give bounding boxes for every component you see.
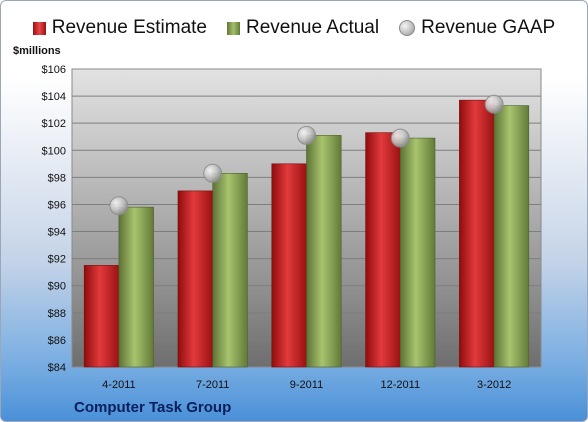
company-name: Computer Task Group: [74, 399, 232, 416]
bar-revenue-estimate: [365, 132, 401, 368]
y-tick-label: $96: [48, 199, 66, 211]
legend-swatch-gaap: [399, 20, 416, 36]
y-tick-label: $84: [48, 362, 66, 374]
bars: [83, 99, 530, 368]
marker-revenue-gaap: [109, 196, 129, 216]
x-tick-label: 9-2011: [290, 379, 323, 391]
legend-item-gaap: Revenue GAAP: [399, 17, 555, 39]
bar-revenue-actual: [118, 206, 154, 368]
bar-revenue-actual: [306, 135, 342, 368]
y-tick-label: $92: [48, 254, 66, 266]
x-tick-label: 4-2011: [102, 379, 135, 391]
x-axis-ticks: 4-2011 7-2011 9-2011 12-2011 3-2012: [102, 379, 511, 391]
bar-revenue-estimate: [83, 265, 120, 368]
gaap-markers: [109, 94, 504, 216]
y-tick-label: $86: [48, 335, 66, 347]
marker-revenue-gaap: [390, 128, 410, 148]
x-tick-label: 7-2011: [196, 379, 229, 391]
marker-revenue-gaap: [203, 163, 223, 183]
legend-label-actual: Revenue Actual: [246, 17, 380, 38]
legend-label-estimate: Revenue Estimate: [51, 17, 207, 38]
y-tick-label: $104: [42, 91, 66, 103]
y-tick-label: $106: [42, 64, 66, 76]
bar-revenue-estimate: [271, 163, 307, 368]
legend-swatch-estimate: [32, 21, 46, 35]
legend-item-estimate: Revenue Estimate: [32, 17, 207, 39]
y-tick-label: $102: [42, 118, 66, 130]
bar-revenue-estimate: [177, 190, 214, 368]
marker-revenue-gaap: [297, 125, 316, 145]
legend: Revenue Estimate Revenue Actual Revenue …: [1, 17, 587, 39]
y-tick-label: $100: [42, 145, 66, 157]
y-tick-label: $98: [48, 172, 66, 184]
y-tick-label: $94: [48, 227, 66, 239]
y-axis-ticks: $84 $86 $88 $90 $92 $94 $96 $98 $100 $102 $104 $106: [42, 64, 66, 374]
legend-label-gaap: Revenue GAAP: [421, 17, 556, 38]
bar-revenue-actual: [399, 137, 436, 368]
marker-revenue-gaap: [484, 94, 504, 114]
y-tick-label: $90: [48, 281, 66, 293]
x-tick-label: 12-2011: [381, 379, 421, 391]
legend-item-actual: Revenue Actual: [227, 17, 379, 39]
bar-revenue-actual: [493, 105, 530, 368]
y-tick-label: $88: [48, 308, 66, 320]
bar-revenue-actual: [212, 173, 248, 368]
x-tick-label: 3-2012: [477, 379, 511, 391]
legend-swatch-actual: [227, 21, 240, 35]
y-axis-label: $millions: [13, 45, 61, 57]
bar-revenue-estimate: [459, 99, 495, 368]
